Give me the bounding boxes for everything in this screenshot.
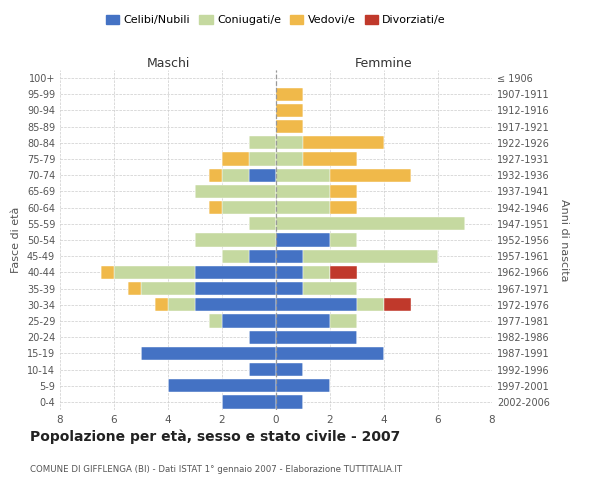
Bar: [128, 282, 141, 295]
Bar: [195, 185, 276, 198]
Bar: [303, 266, 330, 279]
Text: COMUNE DI GIFFLENGA (BI) - Dati ISTAT 1° gennaio 2007 - Elaborazione TUTTITALIA.: COMUNE DI GIFFLENGA (BI) - Dati ISTAT 1°…: [30, 465, 402, 474]
Bar: [276, 217, 465, 230]
Bar: [330, 234, 357, 246]
Bar: [222, 314, 276, 328]
Bar: [276, 266, 303, 279]
Bar: [209, 314, 222, 328]
Bar: [303, 152, 357, 166]
Bar: [303, 250, 438, 263]
Bar: [276, 298, 357, 312]
Bar: [330, 168, 411, 182]
Bar: [357, 298, 384, 312]
Bar: [155, 298, 168, 312]
Bar: [276, 314, 330, 328]
Bar: [209, 168, 222, 182]
Text: Maschi: Maschi: [146, 57, 190, 70]
Bar: [384, 298, 411, 312]
Bar: [276, 363, 303, 376]
Bar: [209, 201, 222, 214]
Bar: [276, 379, 330, 392]
Bar: [249, 330, 276, 344]
Bar: [141, 346, 276, 360]
Bar: [276, 396, 303, 408]
Bar: [276, 234, 330, 246]
Bar: [168, 298, 195, 312]
Text: Popolazione per età, sesso e stato civile - 2007: Popolazione per età, sesso e stato civil…: [30, 430, 400, 444]
Bar: [222, 168, 249, 182]
Bar: [330, 201, 357, 214]
Bar: [195, 282, 276, 295]
Bar: [303, 282, 357, 295]
Bar: [330, 185, 357, 198]
Bar: [276, 185, 330, 198]
Y-axis label: Anni di nascita: Anni di nascita: [559, 198, 569, 281]
Bar: [249, 217, 276, 230]
Bar: [276, 282, 303, 295]
Bar: [114, 266, 195, 279]
Bar: [168, 379, 276, 392]
Bar: [101, 266, 114, 279]
Bar: [276, 152, 303, 166]
Bar: [330, 266, 357, 279]
Bar: [249, 363, 276, 376]
Bar: [276, 104, 303, 117]
Bar: [330, 314, 357, 328]
Bar: [195, 266, 276, 279]
Bar: [276, 330, 357, 344]
Bar: [303, 136, 384, 149]
Bar: [249, 136, 276, 149]
Bar: [276, 346, 384, 360]
Bar: [141, 282, 195, 295]
Bar: [276, 168, 330, 182]
Bar: [222, 250, 249, 263]
Bar: [222, 201, 276, 214]
Bar: [276, 88, 303, 101]
Bar: [195, 298, 276, 312]
Text: Femmine: Femmine: [355, 57, 413, 70]
Bar: [249, 168, 276, 182]
Bar: [276, 136, 303, 149]
Bar: [195, 234, 276, 246]
Bar: [249, 250, 276, 263]
Bar: [222, 152, 249, 166]
Legend: Celibi/Nubili, Coniugati/e, Vedovi/e, Divorziati/e: Celibi/Nubili, Coniugati/e, Vedovi/e, Di…: [101, 10, 451, 30]
Bar: [276, 201, 330, 214]
Bar: [222, 396, 276, 408]
Bar: [276, 120, 303, 134]
Bar: [249, 152, 276, 166]
Y-axis label: Fasce di età: Fasce di età: [11, 207, 21, 273]
Bar: [276, 250, 303, 263]
